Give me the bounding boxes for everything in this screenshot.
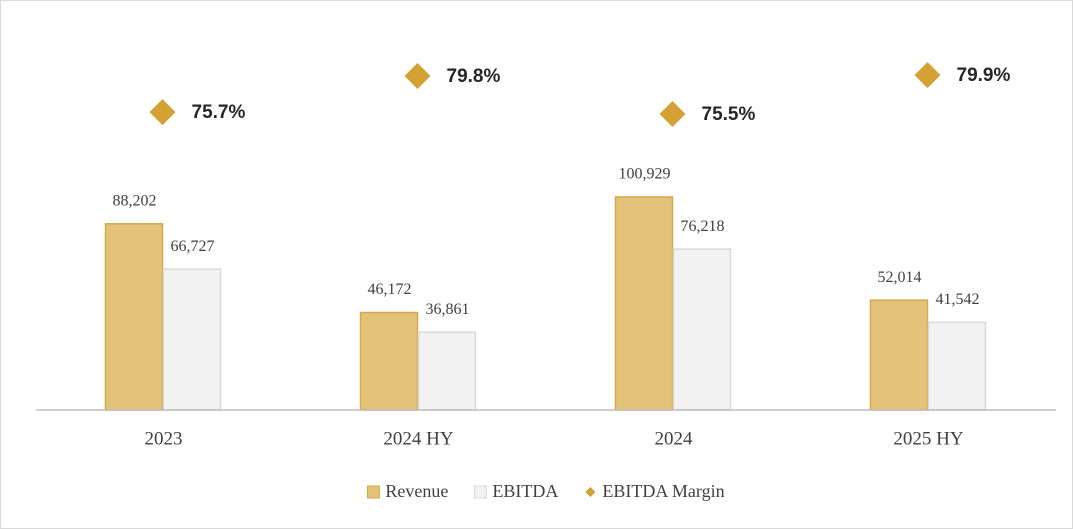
x-tick-label: 2024 HY [383, 428, 453, 449]
bar [927, 321, 987, 411]
legend-marker [473, 485, 487, 499]
margin-label: 79.9% [957, 65, 1011, 86]
data-label: 66,727 [171, 238, 215, 255]
data-label: 100,929 [619, 166, 671, 183]
margin-marker [659, 100, 686, 127]
x-tick-label: 2024 [655, 428, 694, 449]
data-label: 88,202 [113, 192, 157, 209]
data-label: 36,861 [426, 301, 470, 318]
margin-marker [914, 62, 941, 89]
legend-label: EBITDA [492, 481, 558, 501]
data-label: 76,218 [681, 218, 725, 235]
legend-marker [585, 487, 596, 497]
bar [359, 311, 419, 411]
x-tick-label: 2023 [145, 428, 183, 449]
data-label: 52,014 [878, 269, 922, 286]
margin-marker [149, 99, 176, 126]
margin-marker [404, 62, 431, 89]
x-tick-label: 2025 HY [893, 428, 963, 449]
bar [869, 299, 929, 411]
legend-label: Revenue [385, 481, 448, 501]
margin-label: 75.5% [702, 104, 756, 125]
bar [104, 223, 164, 411]
legend-label: EBITDA Margin [602, 481, 724, 501]
data-label: 41,542 [936, 291, 980, 308]
bar [614, 196, 674, 411]
bar [417, 331, 477, 411]
legend-marker [366, 485, 380, 499]
data-label: 46,172 [368, 281, 412, 298]
bar [162, 268, 222, 411]
legend: Revenue EBITDA EBITDA Margin [366, 481, 725, 501]
margin-label: 75.7% [192, 102, 246, 123]
margin-label: 79.8% [447, 66, 501, 87]
bar [672, 248, 732, 411]
